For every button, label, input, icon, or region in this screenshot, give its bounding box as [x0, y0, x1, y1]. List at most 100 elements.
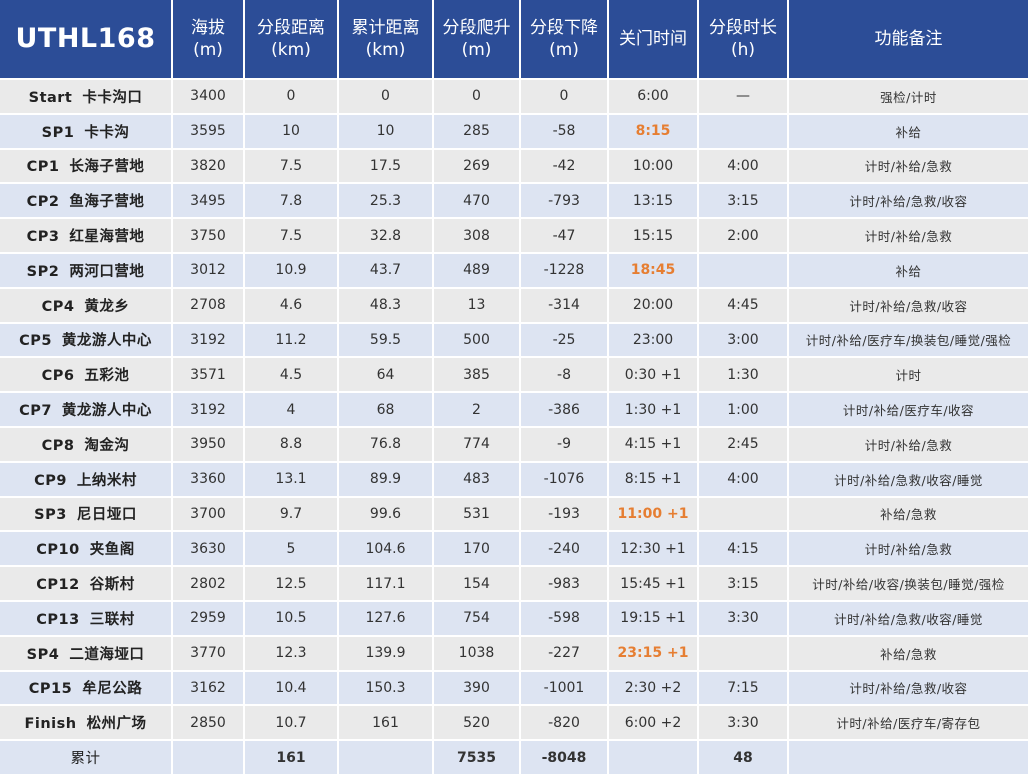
ascent-cell: 308	[434, 219, 521, 254]
cumulative-distance-cell: 68	[339, 393, 434, 428]
station-code: CP12	[36, 577, 80, 594]
col-segment-ascent: 分段爬升 (m)	[434, 0, 521, 80]
altitude-cell: 3770	[173, 636, 245, 672]
segment-distance-cell: 10.4	[245, 671, 339, 707]
cutoff-time-cell: 20:00	[609, 288, 699, 324]
segment-distance-cell: 4	[245, 393, 339, 428]
altitude-cell: 3950	[173, 427, 245, 463]
col-segment-duration: 分段时长 (h)	[699, 0, 789, 80]
station-name: 淘金沟	[84, 437, 130, 454]
notes-cell: 计时/补给/急救	[789, 149, 1030, 185]
station-code: CP2	[26, 194, 60, 211]
cumulative-distance-cell: 150.3	[339, 671, 434, 707]
table-row: CP5 黄龙游人中心 3192 11.2 59.5 500 -25 23:00 3:00 计时/补…	[0, 323, 1030, 359]
col-unit: (m)	[193, 40, 223, 60]
notes-cell: 计时	[789, 358, 1030, 394]
ascent-cell: 489	[434, 253, 521, 289]
col-label: 海拔	[191, 18, 225, 38]
notes-cell: 计时/补给/医疗车/收容	[789, 393, 1030, 428]
segment-distance-cell: 8.8	[245, 427, 339, 463]
notes-cell: 计时/补给/急救/收容/睡觉	[789, 462, 1030, 498]
altitude-cell: 3400	[173, 80, 245, 115]
station-name: 黄龙游人中心	[61, 403, 152, 420]
table-row: CP15 牟尼公路 3162 10.4 150.3 390 -1001 2:30 +2 7:15…	[0, 671, 1030, 707]
cutoff-time-cell: 15:15	[609, 219, 699, 254]
col-label: 分段下降	[530, 18, 598, 38]
station-cell: CP10 夹鱼阁	[0, 532, 173, 568]
segment-distance-cell: 10.7	[245, 706, 339, 742]
cumulative-distance-cell: 139.9	[339, 636, 434, 672]
totals-row: 累计 161 7535 -8048 48	[0, 741, 1030, 776]
cutoff-time-cell: 18:45	[609, 253, 699, 289]
col-unit: (km)	[271, 40, 311, 60]
cumulative-distance-cell: 64	[339, 358, 434, 394]
descent-cell: -58	[521, 114, 609, 150]
ascent-cell: 154	[434, 567, 521, 602]
segment-distance-cell: 9.7	[245, 497, 339, 533]
station-cell: CP2 鱼海子营地	[0, 184, 173, 220]
cutoff-time-cell: 13:15	[609, 184, 699, 220]
station-name: 卡卡沟口	[82, 89, 143, 106]
descent-cell: -1001	[521, 671, 609, 707]
table-row: CP10 夹鱼阁 3630 5 104.6 170 -240 12:30 +1 4:15 计时/补…	[0, 532, 1030, 568]
station-name: 二道海垭口	[69, 646, 145, 663]
cumulative-distance-cell: 32.8	[339, 219, 434, 254]
station-code: CP4	[41, 298, 75, 315]
duration-cell: 4:00	[699, 149, 789, 185]
totals-seg-cell: 161	[245, 741, 339, 776]
altitude-cell: 3630	[173, 532, 245, 568]
altitude-cell: 3595	[173, 114, 245, 150]
ascent-cell: 269	[434, 149, 521, 185]
col-notes: 功能备注	[789, 0, 1030, 80]
station-cell: SP4 二道海垭口	[0, 636, 173, 672]
col-unit: (m)	[461, 40, 492, 60]
station-cell: CP6 五彩池	[0, 358, 173, 394]
station-code: CP3	[26, 229, 60, 246]
table-row: CP4 黄龙乡 2708 4.6 48.3 13 -314 20:00 4:45 计时/补给/急救…	[0, 288, 1030, 324]
col-unit: (m)	[549, 40, 579, 60]
altitude-cell: 3495	[173, 184, 245, 220]
station-cell: SP2 两河口营地	[0, 253, 173, 289]
notes-cell: 补给/急救	[789, 636, 1030, 672]
ascent-cell: 390	[434, 671, 521, 707]
ascent-cell: 2	[434, 393, 521, 428]
station-code: SP4	[26, 646, 60, 663]
ascent-cell: 1038	[434, 636, 521, 672]
duration-cell: 3:15	[699, 184, 789, 220]
segment-distance-cell: 4.5	[245, 358, 339, 394]
altitude-cell: 3192	[173, 323, 245, 359]
station-name: 黄龙游人中心	[61, 333, 152, 350]
descent-cell: -1228	[521, 253, 609, 289]
table-body: Start 卡卡沟口 3400 0 0 0 0 6:00— 强检/计时 SP1 卡卡沟 3595 10 1…	[0, 80, 1030, 776]
altitude-cell: 3012	[173, 253, 245, 289]
segment-distance-cell: 12.5	[245, 567, 339, 602]
table-row: SP2 两河口营地 3012 10.9 43.7 489 -1228 18:45 补给	[0, 253, 1030, 289]
cumulative-distance-cell: 161	[339, 706, 434, 742]
station-cell: CP7 黄龙游人中心	[0, 393, 173, 428]
station-code: SP1	[41, 124, 75, 141]
ascent-cell: 531	[434, 497, 521, 533]
station-cell: SP1 卡卡沟	[0, 114, 173, 150]
station-cell: CP13 三联村	[0, 601, 173, 637]
station-name: 三联村	[89, 611, 135, 628]
ascent-cell: 520	[434, 706, 521, 742]
cumulative-distance-cell: 48.3	[339, 288, 434, 324]
table-row: CP12 谷斯村 2802 12.5 117.1 154 -983 15:45 +1 3:15 计…	[0, 567, 1030, 602]
table-row: CP7 黄龙游人中心 3192 4 68 2 -386 1:30 +1 1:00 计时/补给/医疗…	[0, 393, 1030, 428]
station-cell: CP3 红星海营地	[0, 219, 173, 254]
table-row: CP8 淘金沟 3950 8.8 76.8 774 -9 4:15 +1 2:45 计时/补给/急…	[0, 427, 1030, 463]
totals-down-cell: -8048	[521, 741, 609, 776]
totals-dur-cell: 48	[699, 741, 789, 776]
duration-cell: 3:30	[699, 601, 789, 637]
table-row: SP3 尼日垭口 3700 9.7 99.6 531 -193 11:00 +1 补给/急救	[0, 497, 1030, 533]
segment-distance-cell: 13.1	[245, 462, 339, 498]
duration-cell	[699, 253, 789, 289]
duration-cell: —	[699, 80, 789, 115]
notes-cell: 补给	[789, 253, 1030, 289]
cumulative-distance-cell: 76.8	[339, 427, 434, 463]
col-label: 功能备注	[874, 29, 943, 49]
notes-cell: 计时/补给/急救/收容	[789, 671, 1030, 707]
station-code: SP2	[26, 263, 60, 280]
col-label: 关门时间	[619, 29, 687, 49]
brand-title: UTHL168	[0, 0, 173, 80]
